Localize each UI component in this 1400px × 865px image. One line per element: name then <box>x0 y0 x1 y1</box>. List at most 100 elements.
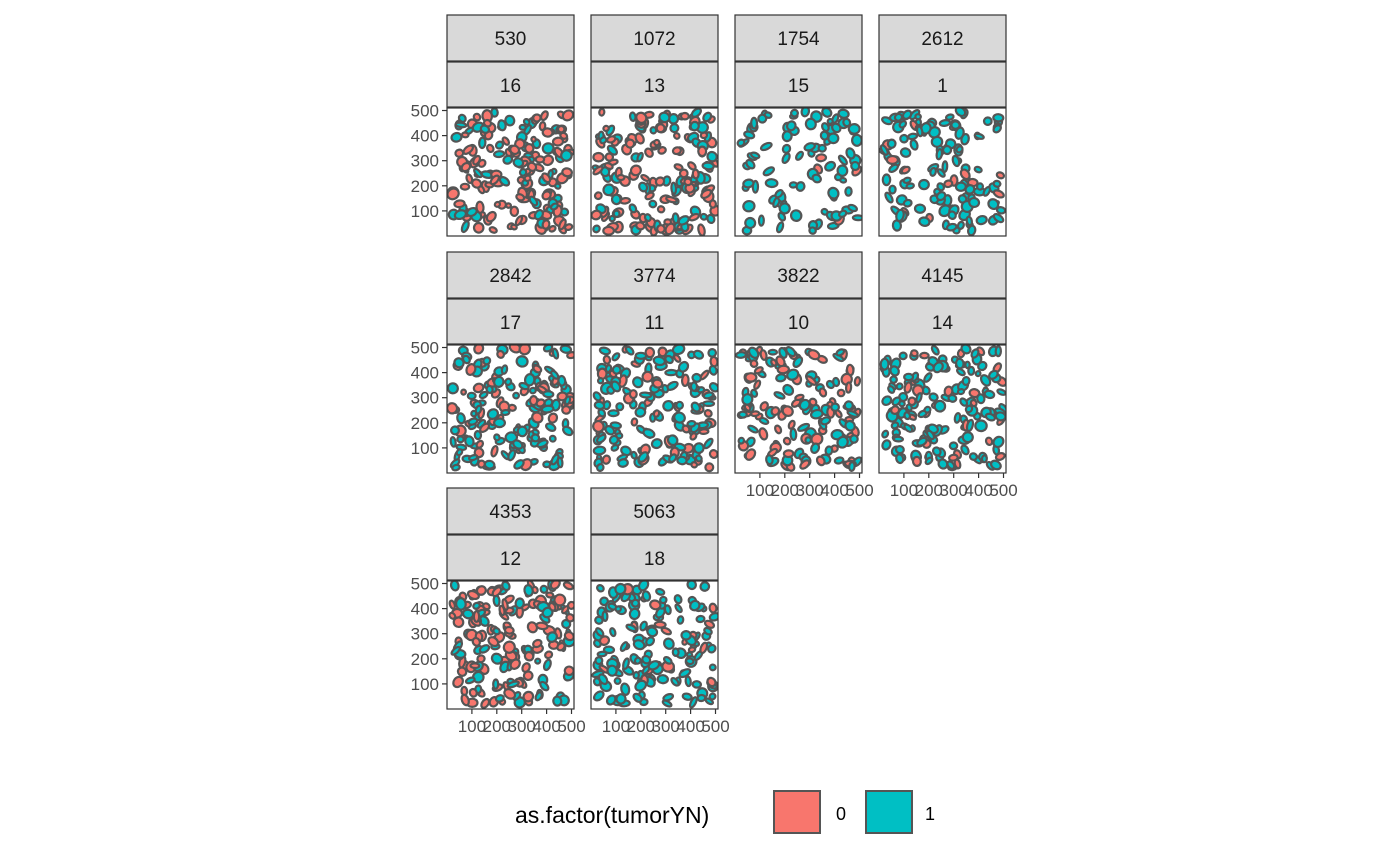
strip-roi <box>446 61 575 108</box>
cell-mark <box>842 117 852 128</box>
cell-mark <box>625 623 638 633</box>
cell-mark <box>632 376 644 389</box>
cell-mark <box>465 206 478 218</box>
cell-mark <box>753 366 764 375</box>
cell-mark <box>881 439 892 451</box>
cell-mark <box>471 636 481 647</box>
cell-mark <box>946 460 956 470</box>
cell-mark <box>953 412 962 424</box>
cell-mark <box>608 434 619 445</box>
cell-mark <box>964 404 974 414</box>
cell-mark <box>454 121 468 129</box>
panel-border <box>878 107 1007 237</box>
cell-mark <box>547 412 559 424</box>
cell-mark <box>658 111 671 124</box>
cell-mark <box>456 666 468 677</box>
cell-mark <box>558 218 567 231</box>
cell-mark <box>688 696 698 709</box>
cell-mark <box>563 630 574 642</box>
cell-mark <box>750 116 759 130</box>
y-tick-label: 100 <box>411 202 439 221</box>
cell-mark <box>532 364 543 374</box>
cell-mark <box>951 154 961 168</box>
cell-mark <box>833 456 845 465</box>
cell-mark <box>460 693 470 707</box>
cell-mark <box>973 132 985 140</box>
cell-mark <box>501 581 511 592</box>
cell-mark <box>485 210 497 223</box>
cell-mark <box>592 224 601 234</box>
cell-mark <box>602 124 610 133</box>
cell-mark <box>672 131 681 140</box>
cell-mark <box>619 641 629 652</box>
cell-mark <box>961 431 974 444</box>
cell-mark <box>466 589 480 601</box>
cell-mark <box>708 449 718 459</box>
cell-mark <box>556 641 566 652</box>
cell-mark <box>532 113 542 123</box>
cell-mark <box>973 165 983 174</box>
cell-mark <box>786 368 800 381</box>
cell-mark <box>550 369 560 380</box>
cell-mark <box>689 432 698 441</box>
cell-mark <box>795 150 804 161</box>
cell-mark <box>592 690 605 702</box>
cell-mark <box>475 200 485 214</box>
cell-mark <box>610 193 622 206</box>
cell-mark <box>675 400 684 410</box>
cell-mark <box>549 581 561 590</box>
y-tick-label: 400 <box>411 600 439 619</box>
cell-mark <box>849 434 859 444</box>
cell-mark <box>534 691 543 702</box>
cell-mark <box>777 211 787 222</box>
cell-mark <box>472 601 481 610</box>
cell-layer <box>735 345 862 472</box>
cell-mark <box>453 199 466 209</box>
cell-mark <box>636 151 644 163</box>
cell-mark <box>472 112 482 122</box>
cell-mark <box>652 355 666 367</box>
cell-mark <box>900 165 911 175</box>
cell-mark <box>498 176 511 187</box>
cell-mark <box>950 120 961 130</box>
strip-roi-label: 1 <box>937 76 948 97</box>
cell-mark <box>803 142 816 152</box>
cell-mark <box>914 113 922 121</box>
cell-mark <box>898 120 908 129</box>
cell-mark <box>634 132 645 145</box>
cell-mark <box>650 438 663 450</box>
cell-mark <box>850 133 862 147</box>
cell-mark <box>943 385 954 398</box>
legend-label-1: 1 <box>925 804 935 824</box>
cell-mark <box>742 178 755 189</box>
cell-mark <box>490 652 504 665</box>
cell-mark <box>673 353 682 363</box>
cell-mark <box>786 120 797 132</box>
cell-mark <box>690 108 702 118</box>
cell-mark <box>599 136 608 145</box>
cell-mark <box>545 422 557 432</box>
y-tick-label: 400 <box>411 127 439 146</box>
cell-mark <box>696 121 709 134</box>
cell-mark <box>808 226 817 235</box>
cell-mark <box>781 130 793 143</box>
cell-mark <box>456 435 465 444</box>
cell-mark <box>643 213 652 223</box>
cell-mark <box>656 674 669 685</box>
cell-mark <box>899 147 912 158</box>
cell-mark <box>820 416 832 426</box>
cell-mark <box>530 135 537 143</box>
cell-mark <box>502 640 516 654</box>
cell-mark <box>550 453 560 466</box>
x-tick-label: 500 <box>989 481 1017 500</box>
cell-mark <box>941 144 953 156</box>
cell-mark <box>895 453 905 465</box>
cell-mark <box>935 148 944 161</box>
cell-mark <box>992 113 1005 123</box>
cell-mark <box>750 410 761 418</box>
cell-mark <box>811 173 822 184</box>
cell-mark <box>535 621 549 631</box>
cell-mark <box>560 149 573 162</box>
cell-mark <box>561 404 572 415</box>
